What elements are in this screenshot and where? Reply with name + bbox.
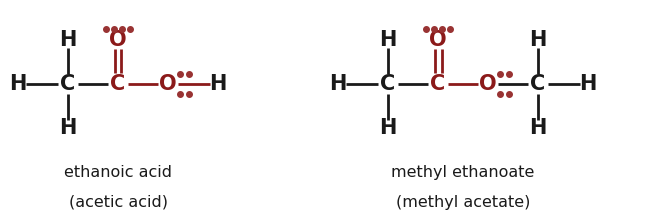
- Text: O: O: [479, 74, 497, 94]
- Text: O: O: [109, 30, 127, 50]
- Text: H: H: [579, 74, 597, 94]
- Text: O: O: [159, 74, 177, 94]
- Text: H: H: [529, 30, 547, 50]
- Text: C: C: [60, 74, 75, 94]
- Text: C: C: [430, 74, 446, 94]
- Text: H: H: [59, 118, 77, 138]
- Text: H: H: [330, 74, 346, 94]
- Text: H: H: [209, 74, 227, 94]
- Text: H: H: [9, 74, 27, 94]
- Text: C: C: [111, 74, 125, 94]
- Text: H: H: [380, 118, 396, 138]
- Text: H: H: [529, 118, 547, 138]
- Text: methyl ethanoate: methyl ethanoate: [391, 165, 535, 180]
- Text: H: H: [380, 30, 396, 50]
- Text: ethanoic acid: ethanoic acid: [64, 165, 172, 180]
- Text: H: H: [59, 30, 77, 50]
- Text: C: C: [530, 74, 545, 94]
- Text: C: C: [380, 74, 396, 94]
- Text: (methyl acetate): (methyl acetate): [396, 194, 530, 210]
- Text: (acetic acid): (acetic acid): [68, 194, 168, 210]
- Text: O: O: [429, 30, 447, 50]
